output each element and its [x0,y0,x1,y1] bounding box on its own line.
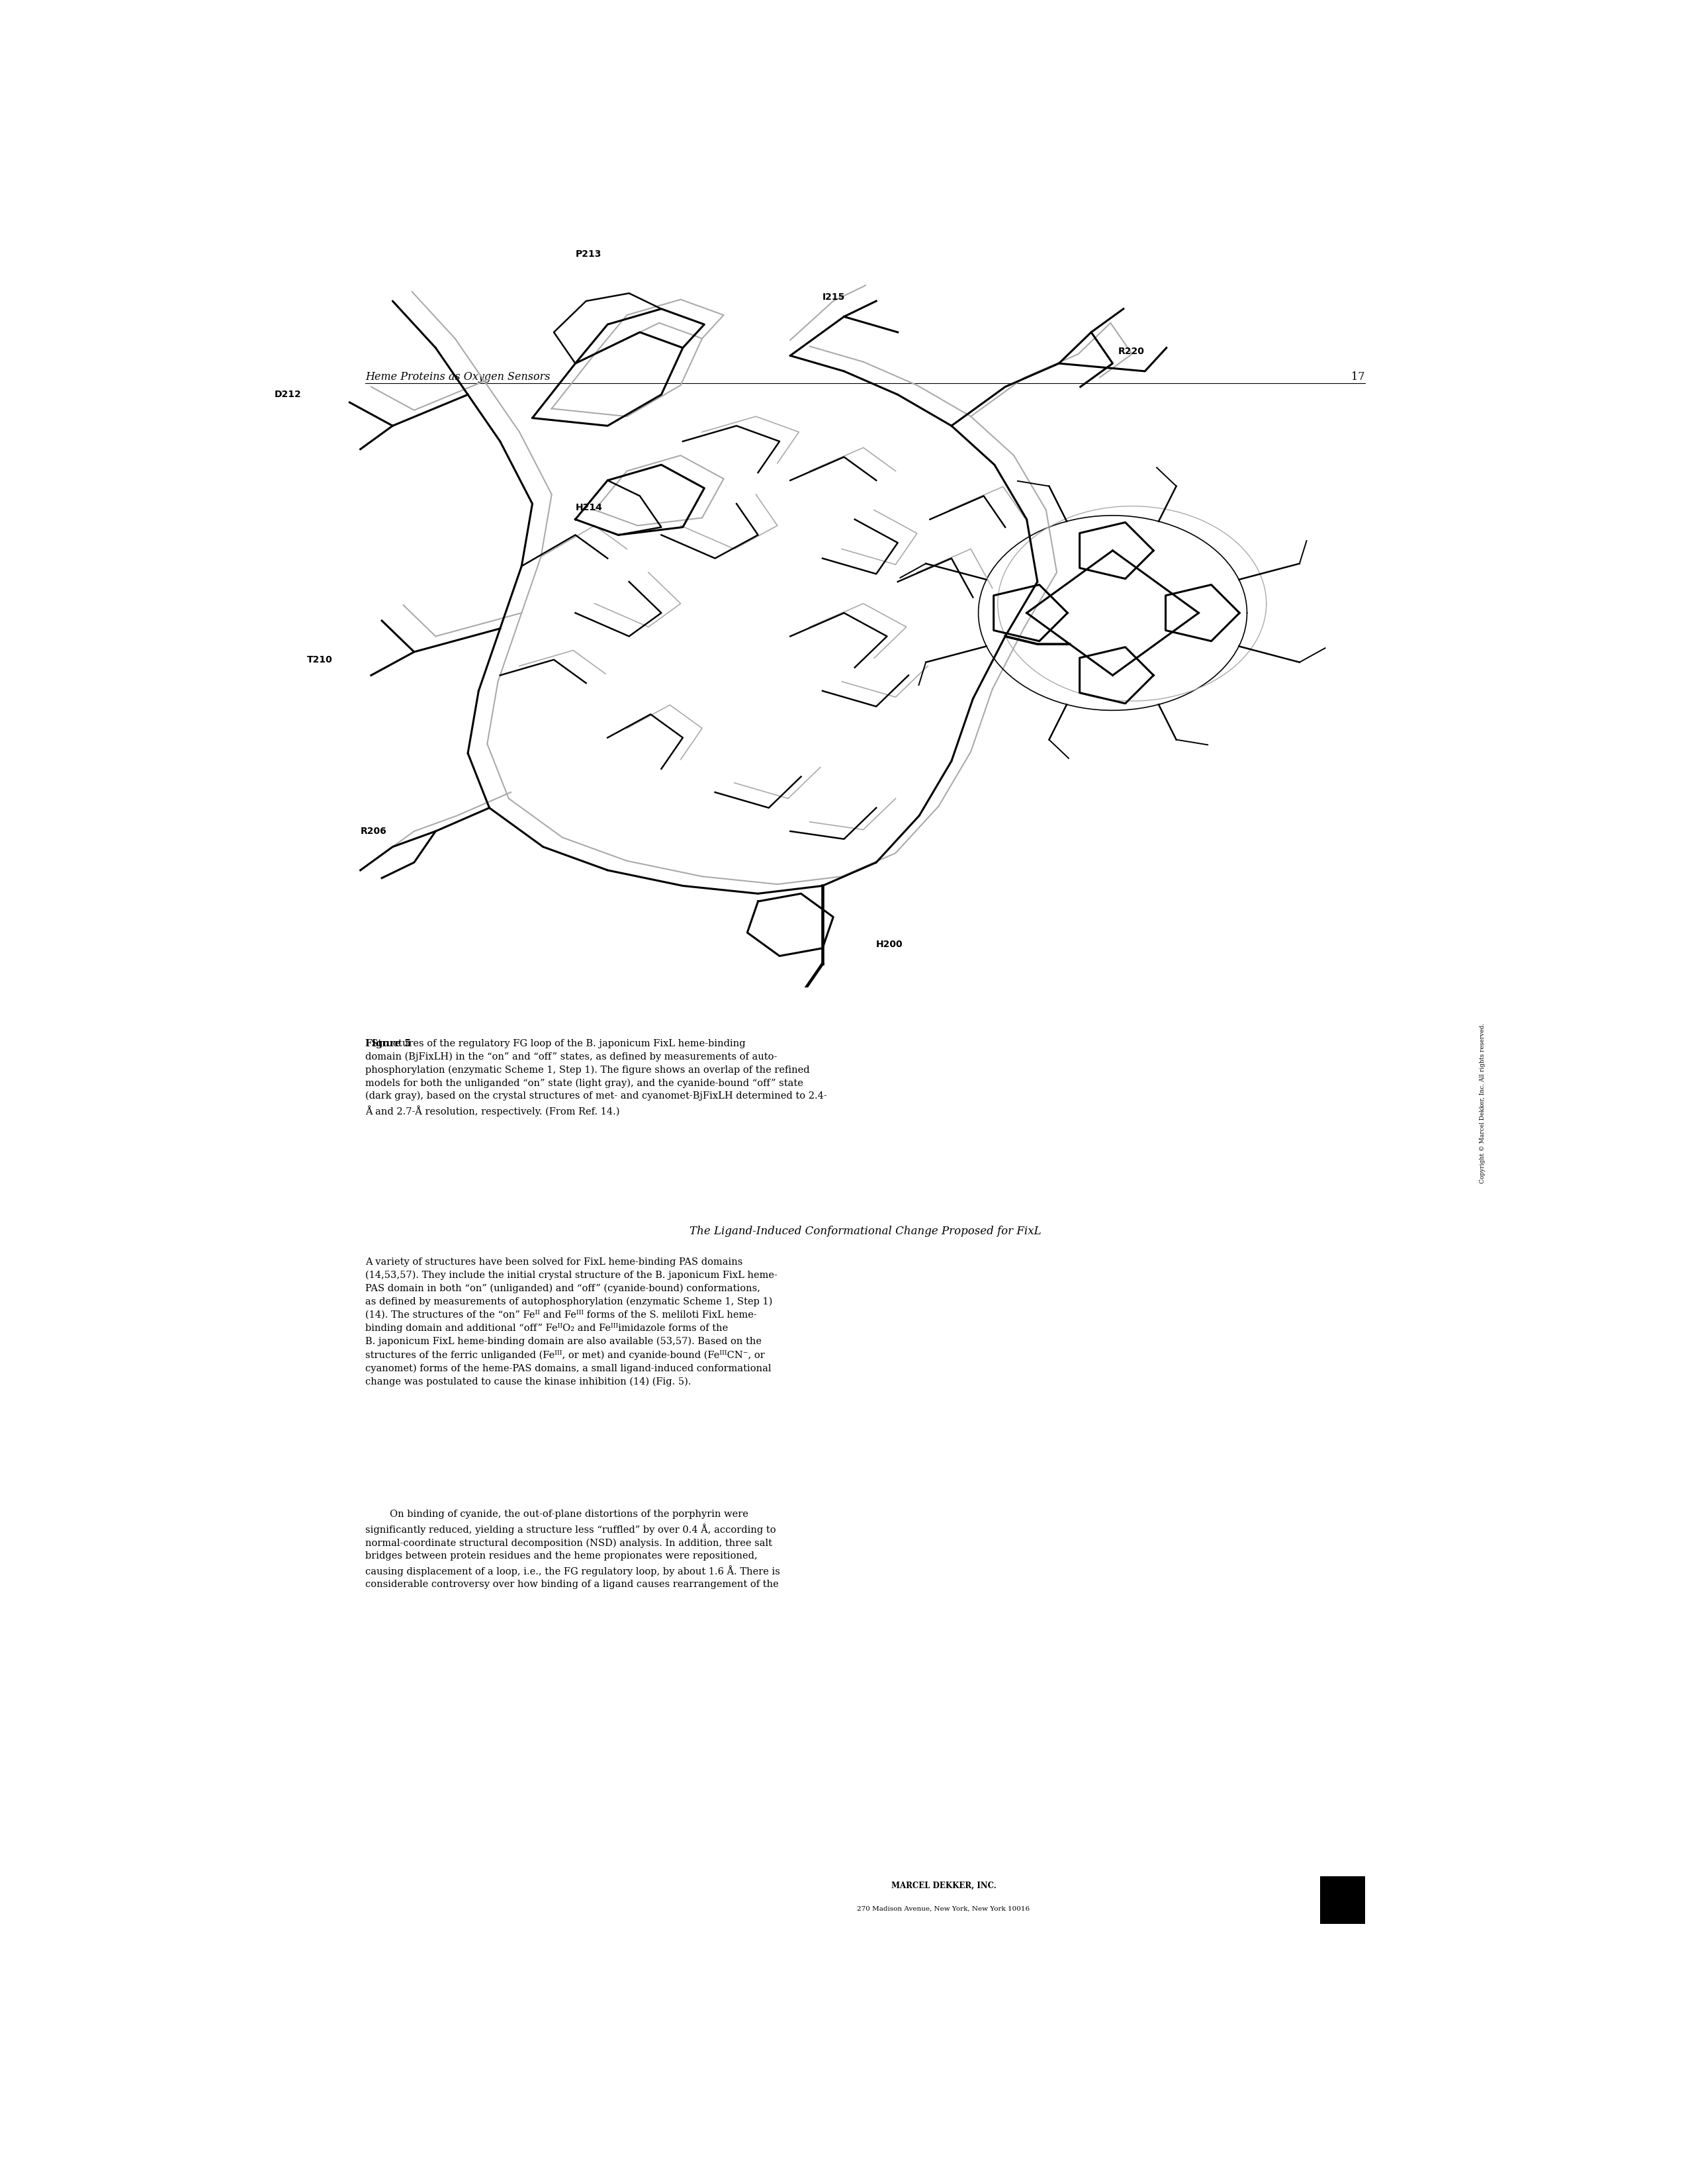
Text: On binding of cyanide, the out-of-plane distortions of the porphyrin were
signif: On binding of cyanide, the out-of-plane … [365,1509,780,1590]
Text: P213: P213 [576,249,601,260]
Text: I215: I215 [822,293,846,301]
Text: R206: R206 [360,826,387,836]
Text: T210: T210 [307,655,333,664]
Bar [1320,1876,1366,1924]
Text: Figure 5: Figure 5 [365,1040,412,1048]
Text: R220: R220 [1117,347,1144,356]
Text: Copyright © Marcel Dekker, Inc. All rights reserved.: Copyright © Marcel Dekker, Inc. All righ… [1480,1022,1485,1184]
Text: 17: 17 [1352,371,1366,382]
Text: H214: H214 [576,502,603,513]
Text: 270 Madison Avenue, New York, New York 10016: 270 Madison Avenue, New York, New York 1… [858,1907,1030,1911]
Text: Structures of the regulatory FG loop of the B. japonicum FixL heme-binding
domai: Structures of the regulatory FG loop of … [365,1040,827,1116]
Text: D212: D212 [275,391,302,400]
Text: MARCEL DEKKER, INC.: MARCEL DEKKER, INC. [891,1880,996,1889]
Text: Heme Proteins as Oxygen Sensors: Heme Proteins as Oxygen Sensors [365,371,550,382]
Text: The Ligand-Induced Conformational Change Proposed for FixL: The Ligand-Induced Conformational Change… [689,1225,1041,1236]
Text: A variety of structures have been solved for FixL heme-binding PAS domains
(14,5: A variety of structures have been solved… [365,1258,778,1387]
Text: H200: H200 [876,939,903,948]
